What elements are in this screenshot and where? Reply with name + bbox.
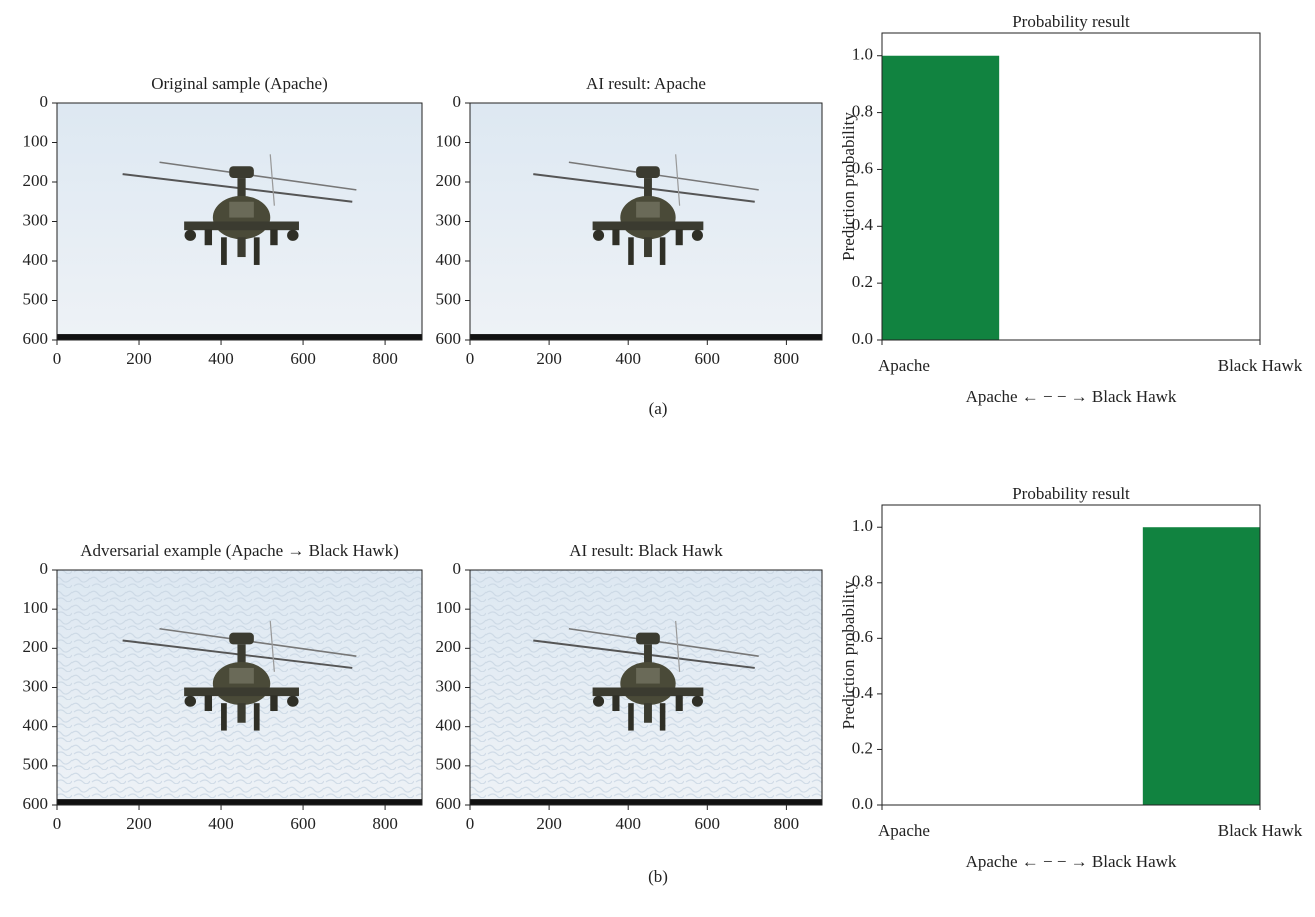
y-tick-label: 500 [436,289,462,308]
axes-frame [881,32,1261,341]
y-axis-label: Prediction probability [839,580,858,729]
x-tick-label: 800 [372,349,398,368]
axes-frame [881,504,1261,806]
x-tick-label: 600 [290,814,316,833]
y-tick-label: 600 [436,794,462,813]
y-tick-label: 300 [436,210,462,229]
y-tick-label: 0 [453,559,462,578]
y-tick-label: 200 [23,171,49,190]
x-tick-label: Apache [878,821,930,840]
panel-title: Original sample (Apache) [151,74,328,93]
y-axis-label: Prediction probability [839,112,858,261]
x-tick-label: 400 [208,349,234,368]
x-axis-label: Apache ← − − → Black Hawk [966,852,1177,871]
panel-title: AI result: Apache [586,74,706,93]
y-tick-label: 500 [23,289,49,308]
y-tick-label: 0 [40,92,49,111]
y-tick-label: 100 [23,598,49,617]
y-tick-label: 0.4 [852,683,874,702]
y-tick-label: 600 [436,329,462,348]
x-tick-label: 200 [536,814,562,833]
x-tick-label: 800 [372,814,398,833]
x-tick-label: 400 [208,814,234,833]
x-tick-label: 600 [290,349,316,368]
y-tick-label: 0 [453,92,462,111]
panel-label: (a) [649,399,668,418]
x-tick-label: 0 [466,349,475,368]
y-tick-label: 400 [23,716,49,735]
panel-title: Probability result [1012,12,1130,31]
x-tick-label: 800 [774,814,800,833]
bar [1142,527,1260,805]
y-tick-label: 0.6 [852,158,873,177]
x-tick-label: 0 [53,349,62,368]
y-tick-label: 300 [23,210,49,229]
x-tick-label: Black Hawk [1218,356,1303,375]
panel-title: Adversarial example (Apache → Black Hawk… [80,541,399,560]
x-tick-label: 400 [615,349,641,368]
panel-label: (b) [648,867,668,886]
y-tick-label: 400 [23,250,49,269]
x-tick-label: 200 [126,814,152,833]
panel-title: AI result: Black Hawk [569,541,723,560]
bar [882,55,1000,340]
y-tick-label: 500 [23,755,49,774]
y-tick-label: 0.0 [852,329,873,348]
y-tick-label: 100 [436,131,462,150]
y-tick-label: 100 [436,598,462,617]
x-tick-label: 200 [126,349,152,368]
y-tick-label: 1.0 [852,516,873,535]
y-tick-label: 100 [23,131,49,150]
y-tick-label: 0.0 [852,794,873,813]
x-axis-label: Apache ← − − → Black Hawk [966,387,1177,406]
y-tick-label: 400 [436,250,462,269]
y-tick-label: 0.6 [852,627,873,646]
x-tick-label: 600 [695,349,721,368]
y-tick-label: 1.0 [852,45,873,64]
x-tick-label: Black Hawk [1218,821,1303,840]
y-tick-label: 500 [436,755,462,774]
y-tick-label: 300 [436,676,462,695]
x-tick-label: 0 [466,814,475,833]
y-tick-label: 0.2 [852,272,873,291]
y-tick-label: 0.4 [852,215,874,234]
y-tick-label: 200 [23,637,49,656]
y-tick-label: 0 [40,559,49,578]
y-tick-label: 200 [436,637,462,656]
y-tick-label: 0.8 [852,101,873,120]
y-tick-label: 600 [23,329,49,348]
y-tick-label: 0.2 [852,738,873,757]
x-tick-label: Apache [878,356,930,375]
x-tick-label: 800 [774,349,800,368]
y-tick-label: 600 [23,794,49,813]
y-tick-label: 400 [436,716,462,735]
panel-title: Probability result [1012,484,1130,503]
y-tick-label: 200 [436,171,462,190]
x-tick-label: 200 [536,349,562,368]
x-tick-label: 400 [615,814,641,833]
x-tick-label: 600 [695,814,721,833]
x-tick-label: 0 [53,814,62,833]
y-tick-label: 300 [23,676,49,695]
y-tick-label: 0.8 [852,572,873,591]
